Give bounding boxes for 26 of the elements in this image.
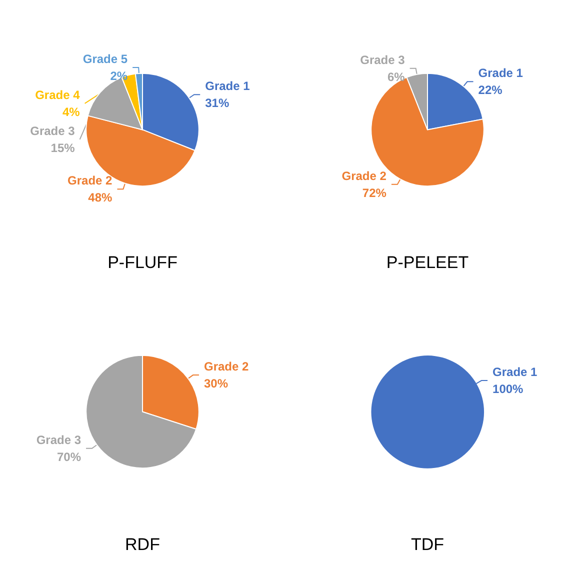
data-label: 48% (88, 190, 113, 205)
slice-label: Grade 2 (342, 168, 387, 183)
text: TDF (410, 535, 444, 554)
data-label: 70% (56, 450, 82, 464)
data-label: 30% (204, 376, 228, 391)
text: RDF (125, 535, 160, 554)
data-label: 4% (62, 104, 80, 119)
slice-label: Grade 2 (68, 174, 113, 188)
data-label: 2% (110, 68, 128, 83)
data-label: 72% (362, 186, 387, 200)
slice-label: Grade 1 (205, 79, 250, 94)
data-label: 31% (205, 96, 230, 110)
data-label: 100% (492, 382, 524, 396)
slice-label: Grade 3 (360, 52, 406, 67)
data-label: 22% (478, 83, 503, 98)
data-label: 15% (50, 140, 76, 155)
slice-label: Grade 1 (492, 365, 538, 380)
slice-label: Grade 5 (82, 52, 128, 66)
slice-label: Grade 2 (204, 360, 249, 374)
slice-label: Grade 4 (35, 88, 80, 102)
text: P-PELEET (386, 253, 469, 272)
slice-label: Grade 3 (30, 124, 76, 138)
text: P-FLUFF (108, 253, 178, 272)
data-label: 6% (387, 70, 406, 84)
slice-label: Grade 1 (478, 66, 524, 80)
slice-label: Grade 3 (36, 432, 82, 447)
